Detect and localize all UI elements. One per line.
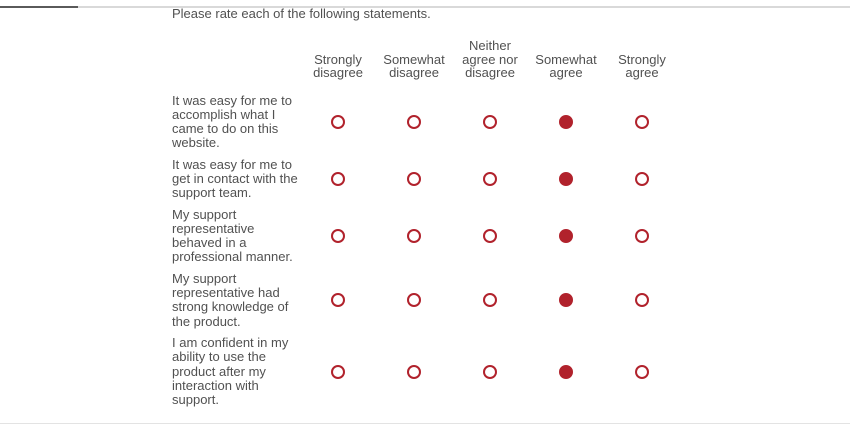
option-cell [300,336,376,407]
option-cell [528,94,604,151]
matrix-row: I am confident in my ability to use the … [172,334,850,408]
radio-button[interactable] [331,364,345,379]
option-cell [376,158,452,201]
radio-button[interactable] [559,364,573,379]
radio-button[interactable] [331,293,345,308]
radio-button[interactable] [635,229,649,244]
radio-button[interactable] [407,115,421,130]
radio-button[interactable] [635,293,649,308]
matrix-row: It was easy for me to get in contact wit… [172,156,850,201]
option-cell [604,94,680,151]
radio-button[interactable] [483,115,497,130]
radio-button[interactable] [635,364,649,379]
option-cell [452,272,528,329]
column-header-neither: Neither agree nor disagree [462,38,518,80]
option-cell [376,208,452,265]
matrix-row: It was easy for me to accomplish what I … [172,92,850,151]
matrix-header-row: Strongly disagree Somewhat disagree Neit… [172,39,850,80]
radio-button[interactable] [483,293,497,308]
option-cell [604,158,680,201]
radio-button[interactable] [559,293,573,308]
option-cell [604,336,680,407]
survey-page: Please rate each of the following statem… [0,6,850,431]
option-cell [300,272,376,329]
option-cell [300,94,376,151]
option-cell [528,208,604,265]
option-cell [376,272,452,329]
statement-text: My support representative had strong kno… [172,270,289,329]
bottom-border-divider [0,423,850,424]
radio-button[interactable] [559,229,573,244]
option-cell [452,208,528,265]
option-cell [300,208,376,265]
column-header-somewhat-disagree: Somewhat disagree [383,51,445,80]
radio-button[interactable] [483,364,497,379]
option-cell [300,158,376,201]
option-cell [604,208,680,265]
radio-button[interactable] [407,229,421,244]
column-header-somewhat-agree: Somewhat agree [535,51,597,80]
statement-text: It was easy for me to get in contact wit… [172,156,298,201]
radio-button[interactable] [483,172,497,187]
radio-button[interactable] [331,229,345,244]
radio-button[interactable] [331,172,345,187]
statement-text: It was easy for me to accomplish what I … [172,92,292,151]
option-cell [376,336,452,407]
rating-matrix: Strongly disagree Somewhat disagree Neit… [172,39,850,407]
top-border-divider [0,6,850,8]
radio-button[interactable] [559,115,573,130]
statement-text: I am confident in my ability to use the … [172,334,289,408]
option-cell [604,272,680,329]
radio-button[interactable] [635,172,649,187]
option-cell [376,94,452,151]
radio-button[interactable] [407,293,421,308]
radio-button[interactable] [331,115,345,130]
option-cell [528,158,604,201]
radio-button[interactable] [559,172,573,187]
option-cell [528,272,604,329]
radio-button[interactable] [483,229,497,244]
option-cell [452,158,528,201]
radio-button[interactable] [407,364,421,379]
radio-button[interactable] [635,115,649,130]
option-cell [528,336,604,407]
column-header-strongly-disagree: Strongly disagree [313,51,363,80]
column-header-strongly-agree: Strongly agree [618,51,666,80]
radio-button[interactable] [407,172,421,187]
statement-text: My support representative behaved in a p… [172,206,293,265]
matrix-row: My support representative behaved in a p… [172,206,850,265]
option-cell [452,336,528,407]
question-title: Please rate each of the following statem… [172,6,431,21]
option-cell [452,94,528,151]
matrix-row: My support representative had strong kno… [172,270,850,329]
